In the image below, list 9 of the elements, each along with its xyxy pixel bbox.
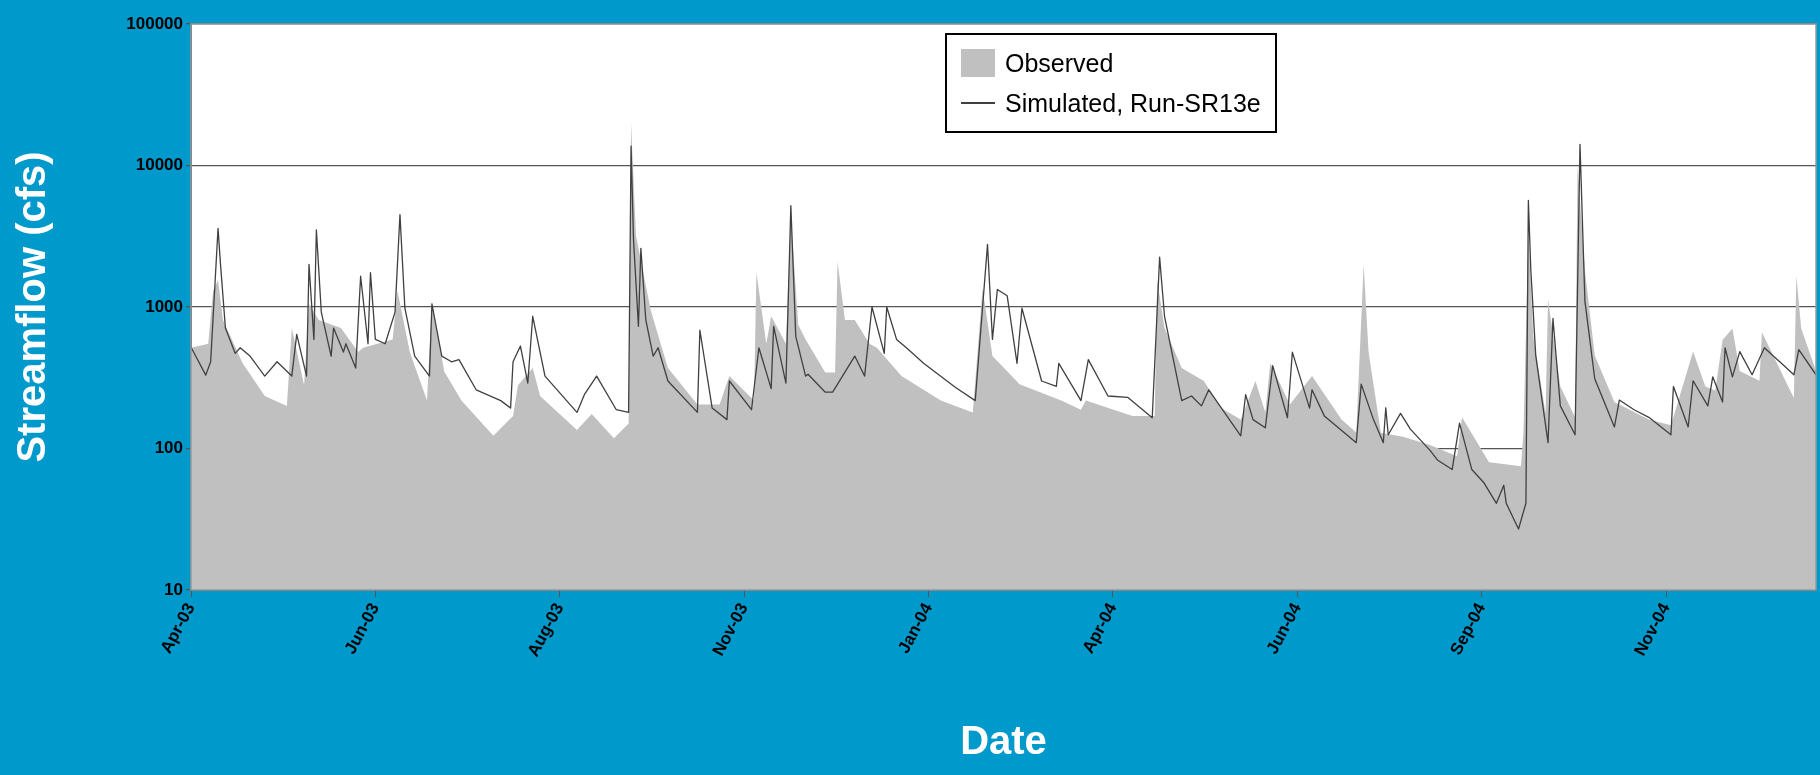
y-tick-label: 10000 (135, 155, 183, 175)
y-tick-label: 1000 (145, 296, 183, 316)
x-axis-title: Date (960, 718, 1047, 763)
y-axis-title: Streamflow (cfs) (9, 151, 54, 463)
y-tick-label: 10 (164, 579, 183, 599)
legend-label: Observed (1005, 48, 1114, 78)
legend-label: Simulated, Run-SR13e (1005, 88, 1261, 118)
y-tick-label: 100 (154, 438, 183, 458)
y-tick-label: 100000 (126, 13, 183, 33)
